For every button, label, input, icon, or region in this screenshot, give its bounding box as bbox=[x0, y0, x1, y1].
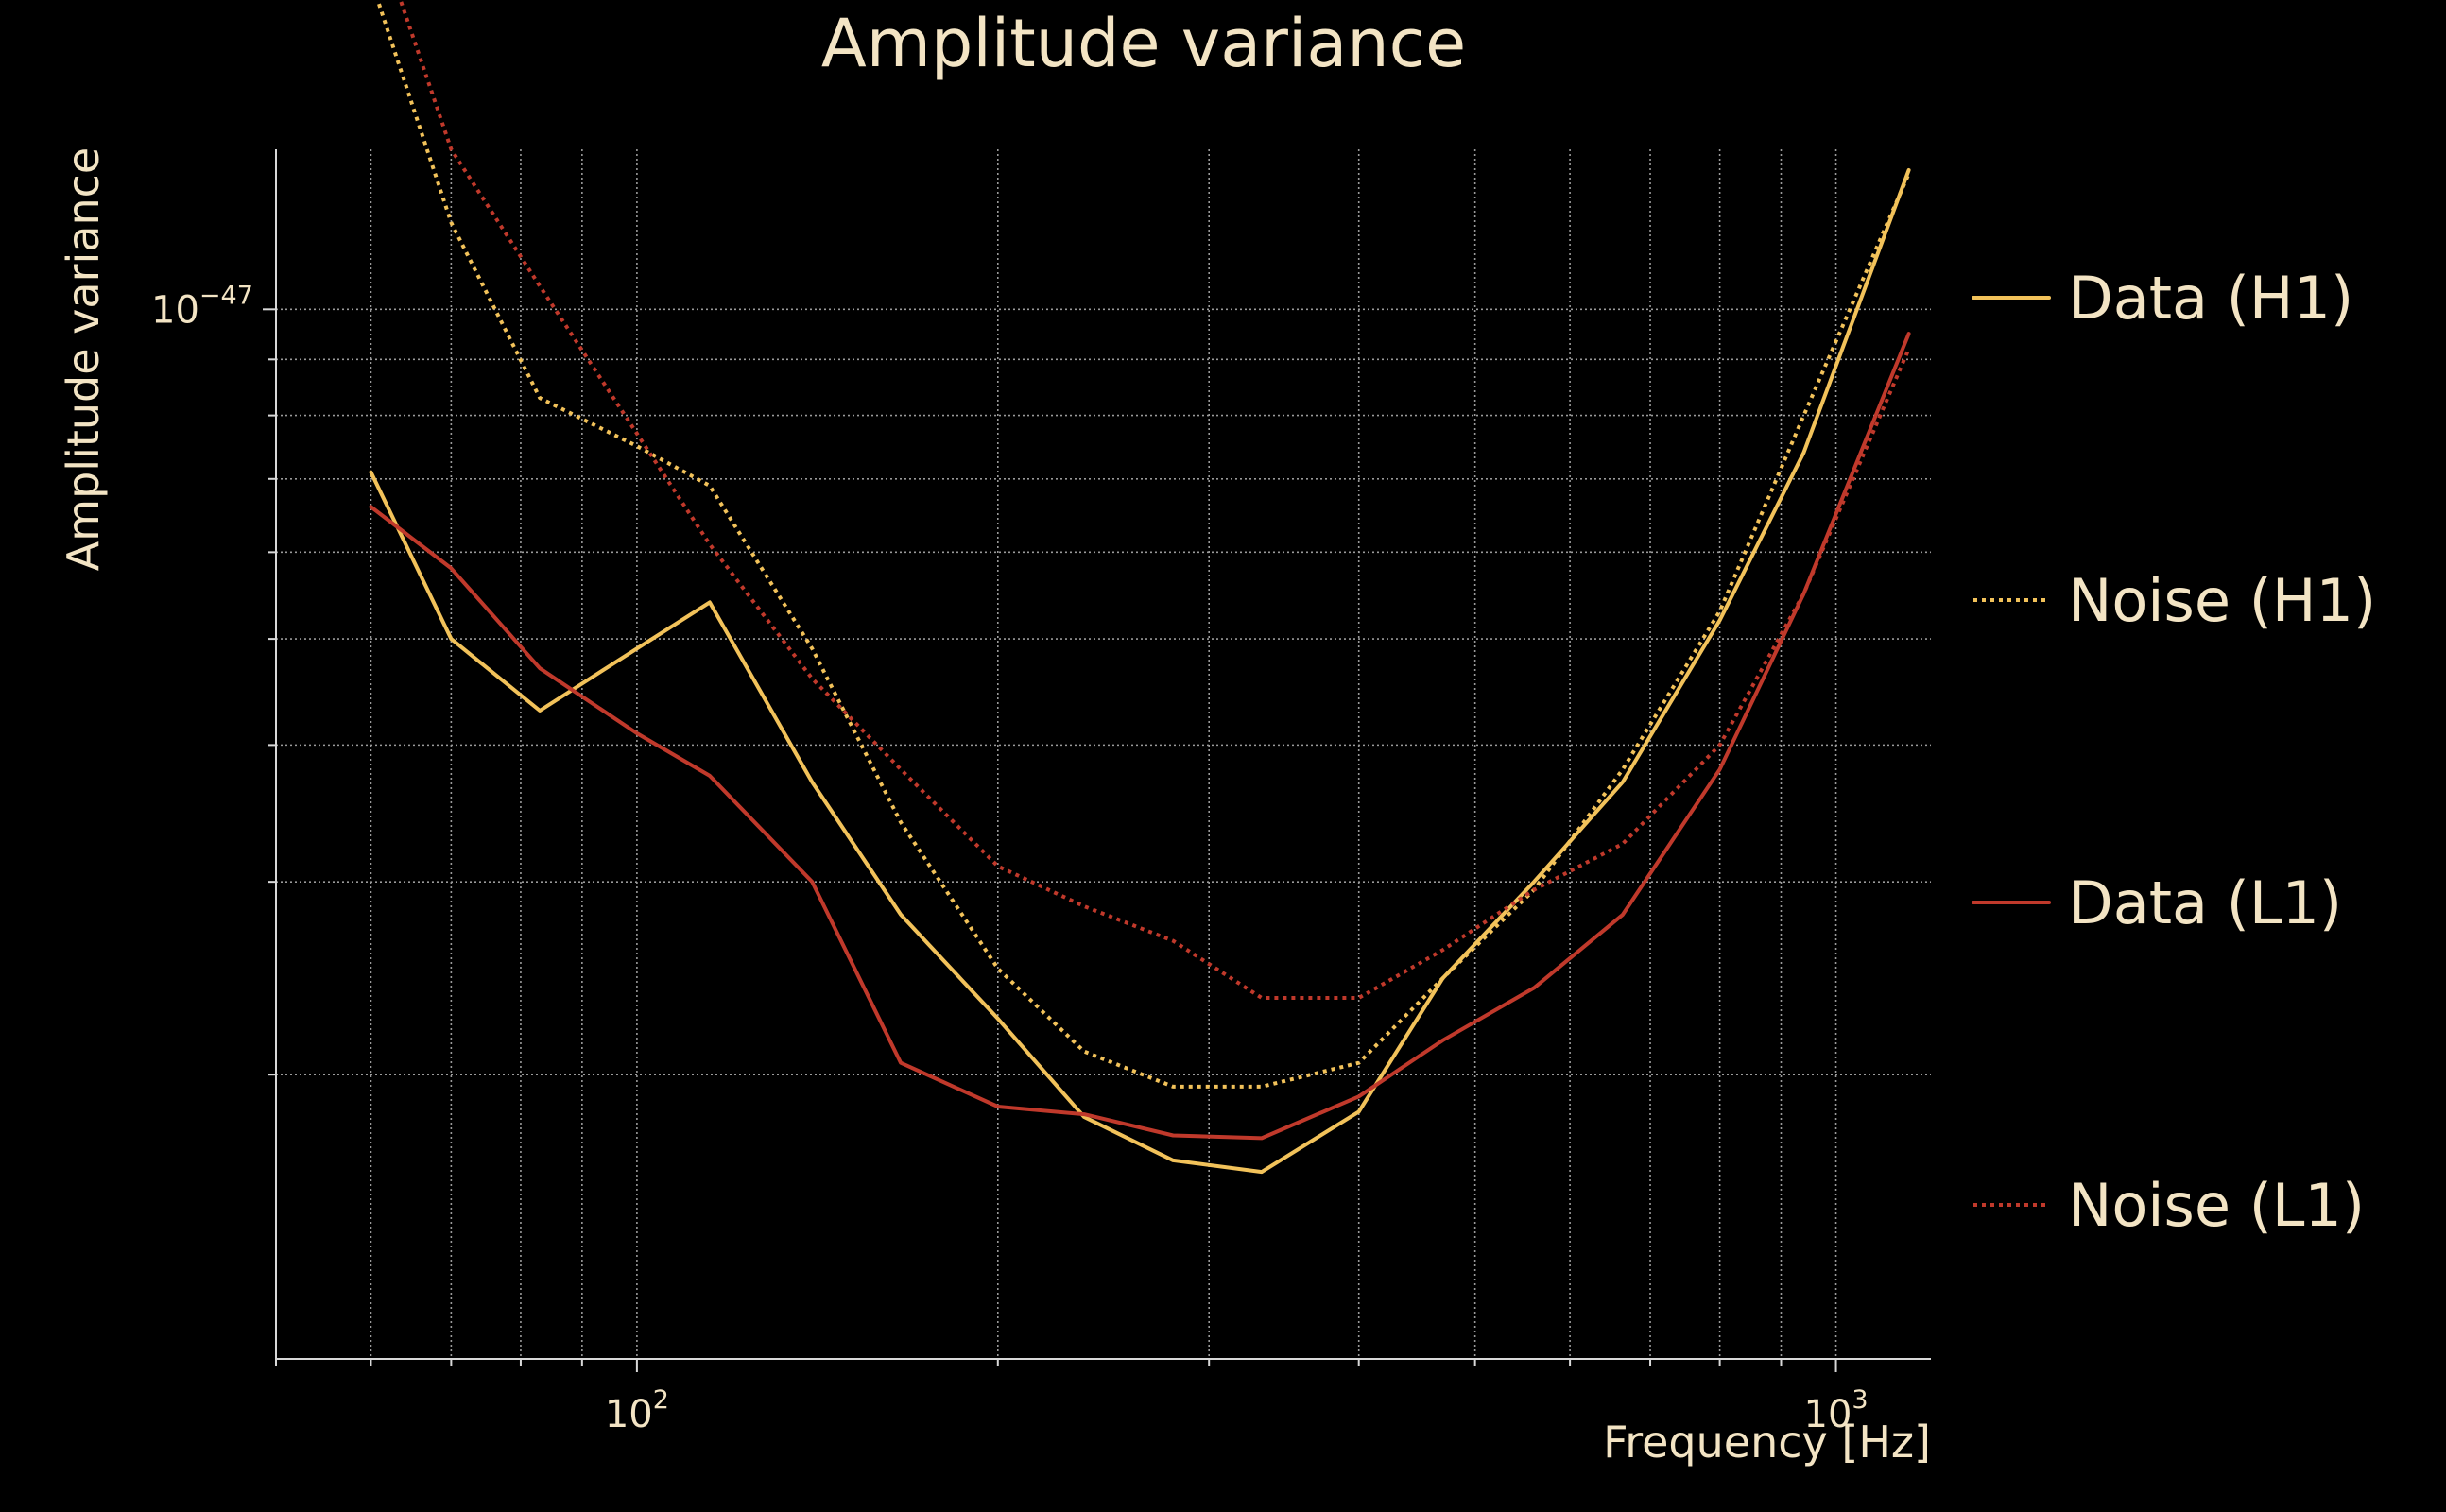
data-point-data-h1 bbox=[1356, 1108, 1362, 1114]
legend-label-noise-h1: Noise (H1) bbox=[2068, 566, 2376, 635]
data-point-noise-l1 bbox=[898, 766, 904, 772]
x-tick-exponent: 2 bbox=[653, 1385, 669, 1415]
data-point-data-l1 bbox=[707, 773, 713, 779]
data-point-noise-h1 bbox=[707, 483, 713, 489]
data-point-data-l1 bbox=[995, 1104, 1001, 1109]
legend-label-data-l1: Data (L1) bbox=[2068, 868, 2342, 937]
data-point-noise-h1 bbox=[1170, 1084, 1176, 1090]
data-point-noise-l1 bbox=[1717, 742, 1723, 747]
y-tick-exponent: −47 bbox=[199, 281, 253, 310]
data-point-data-l1 bbox=[1170, 1132, 1176, 1138]
y-axis-label: Amplitude variance bbox=[58, 147, 109, 571]
data-point-data-h1 bbox=[809, 780, 815, 785]
data-point-noise-h1 bbox=[1717, 609, 1723, 614]
legend-label-noise-l1: Noise (L1) bbox=[2068, 1171, 2365, 1240]
legend-label-data-h1: Data (H1) bbox=[2068, 264, 2353, 333]
data-point-data-l1 bbox=[1259, 1135, 1265, 1141]
data-point-noise-l1 bbox=[537, 284, 543, 289]
data-point-data-l1 bbox=[1440, 1038, 1446, 1043]
series-line-data-l1 bbox=[369, 332, 1911, 1141]
data-point-data-l1 bbox=[1620, 912, 1626, 918]
x-axis-label: Frequency [Hz] bbox=[1603, 1417, 1931, 1468]
data-point-noise-l1 bbox=[995, 864, 1001, 869]
data-point-data-l1 bbox=[1531, 985, 1537, 990]
data-point-data-h1 bbox=[995, 1016, 1001, 1022]
data-point-noise-h1 bbox=[634, 443, 640, 449]
data-point-noise-h1 bbox=[1356, 1060, 1362, 1066]
data-point-data-l1 bbox=[448, 565, 454, 571]
data-point-noise-h1 bbox=[809, 645, 815, 651]
plot-series bbox=[368, 0, 1912, 1175]
data-point-noise-h1 bbox=[1800, 413, 1806, 419]
data-point-data-h1 bbox=[1717, 617, 1723, 623]
data-point-noise-l1 bbox=[1620, 841, 1626, 847]
x-tick-exponent: 3 bbox=[1852, 1385, 1868, 1415]
data-point-data-h1 bbox=[1259, 1169, 1265, 1175]
data-point-noise-l1 bbox=[1906, 346, 1912, 352]
x-tick-base: 10 bbox=[605, 1393, 653, 1436]
data-point-noise-h1 bbox=[898, 819, 904, 825]
data-point-data-h1 bbox=[1170, 1158, 1176, 1163]
data-point-noise-l1 bbox=[1081, 903, 1087, 909]
data-point-data-l1 bbox=[1081, 1111, 1087, 1117]
data-point-noise-l1 bbox=[448, 146, 454, 152]
grid-lines bbox=[275, 149, 1931, 1359]
data-point-noise-h1 bbox=[1906, 171, 1912, 177]
data-point-noise-h1 bbox=[1081, 1049, 1087, 1055]
data-point-noise-l1 bbox=[809, 676, 815, 681]
data-point-noise-h1 bbox=[1620, 766, 1626, 772]
data-point-noise-h1 bbox=[448, 220, 454, 226]
data-point-data-h1 bbox=[1620, 780, 1626, 785]
data-point-data-h1 bbox=[707, 599, 713, 605]
data-point-data-l1 bbox=[634, 730, 640, 736]
series-line-noise-l1 bbox=[398, 0, 1911, 1000]
axes bbox=[275, 149, 1931, 1360]
x-tick-label: 102 bbox=[605, 1385, 669, 1436]
data-point-data-h1 bbox=[448, 636, 454, 642]
data-point-data-h1 bbox=[368, 470, 373, 475]
x-tick-base: 10 bbox=[1804, 1393, 1852, 1436]
series-line-data-h1 bbox=[369, 168, 1911, 1175]
data-point-data-l1 bbox=[898, 1060, 904, 1066]
data-point-noise-l1 bbox=[707, 541, 713, 547]
data-point-noise-l1 bbox=[1800, 591, 1806, 596]
data-point-noise-h1 bbox=[1440, 975, 1446, 981]
data-point-noise-l1 bbox=[634, 431, 640, 437]
data-point-data-h1 bbox=[1800, 450, 1806, 455]
data-point-noise-l1 bbox=[1440, 947, 1446, 953]
data-point-data-l1 bbox=[537, 665, 543, 671]
data-point-data-h1 bbox=[537, 708, 543, 713]
x-tick-label: 103 bbox=[1804, 1385, 1869, 1436]
data-point-noise-h1 bbox=[537, 395, 543, 401]
data-point-noise-h1 bbox=[1259, 1084, 1265, 1090]
data-point-noise-l1 bbox=[1259, 995, 1265, 1001]
y-tick-label: 10−47 bbox=[151, 281, 253, 332]
data-point-noise-h1 bbox=[995, 966, 1001, 971]
data-point-data-l1 bbox=[1906, 331, 1912, 336]
data-point-noise-l1 bbox=[1170, 938, 1176, 944]
data-point-noise-l1 bbox=[1531, 887, 1537, 893]
data-point-data-l1 bbox=[368, 504, 373, 509]
data-point-data-h1 bbox=[898, 912, 904, 918]
data-point-data-l1 bbox=[1356, 1093, 1362, 1099]
data-point-noise-l1 bbox=[1356, 995, 1362, 1001]
y-tick-base: 10 bbox=[151, 288, 199, 332]
data-point-data-l1 bbox=[809, 879, 815, 885]
legend: Data (H1) Noise (H1) Data (L1) Noise (L1) bbox=[1972, 264, 2376, 1240]
series-line-noise-h1 bbox=[375, 0, 1911, 1089]
data-point-data-h1 bbox=[1531, 879, 1537, 885]
data-point-data-h1 bbox=[634, 645, 640, 651]
chart-title: Amplitude variance bbox=[821, 5, 1466, 82]
data-point-data-l1 bbox=[1717, 766, 1723, 772]
